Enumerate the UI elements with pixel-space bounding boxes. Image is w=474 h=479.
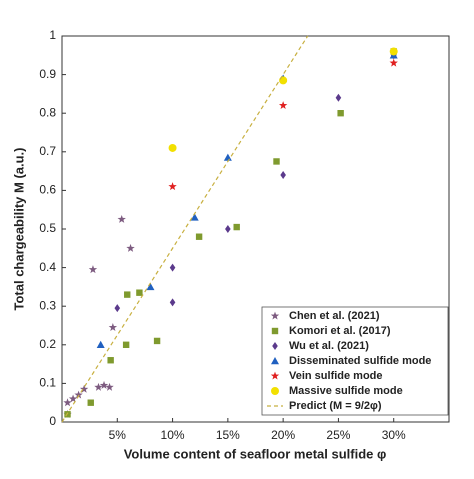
data-point	[136, 289, 143, 296]
legend-marker	[270, 311, 280, 320]
x-tick-label: 30%	[382, 428, 406, 442]
data-point	[117, 214, 126, 223]
data-point	[195, 233, 203, 240]
data-point	[87, 399, 94, 406]
legend-marker	[271, 327, 279, 335]
legend-label: Vein sulfide mode	[289, 370, 383, 382]
data-point	[74, 390, 83, 399]
data-point	[146, 282, 155, 291]
data-point	[169, 298, 176, 307]
data-point	[99, 380, 109, 389]
legend-marker	[270, 371, 280, 380]
data-point	[107, 357, 114, 364]
data-point	[108, 323, 118, 331]
data-point	[114, 304, 121, 313]
data-point	[223, 153, 232, 161]
data-point	[225, 225, 231, 233]
data-point	[96, 340, 105, 348]
y-tick-label: 0.6	[39, 183, 56, 197]
data-point	[124, 291, 131, 298]
predict-line	[61, 35, 309, 423]
y-tick-label: 0.9	[39, 67, 56, 81]
data-point	[337, 110, 344, 117]
legend-box	[261, 306, 449, 416]
legend-label: Komori et al. (2017)	[289, 325, 391, 337]
y-tick-label: 1	[49, 28, 56, 42]
y-tick-label: 0.3	[39, 298, 56, 312]
data-point	[122, 341, 130, 348]
data-point	[280, 170, 286, 179]
data-point	[79, 384, 89, 393]
legend-label: Massive sulfide mode	[289, 385, 403, 397]
legend-label: Disseminated sulfide mode	[289, 355, 431, 367]
data-point	[279, 76, 288, 85]
data-point	[105, 382, 114, 391]
legend-marker	[271, 387, 279, 395]
y-tick-label: 0.5	[39, 221, 56, 235]
data-point	[233, 223, 240, 231]
data-point	[68, 394, 78, 403]
data-point	[190, 213, 199, 221]
y-tick-label: 0.2	[39, 337, 56, 351]
y-tick-label: 0.7	[39, 144, 56, 158]
data-point	[335, 93, 342, 102]
y-tick-label: 0.4	[39, 260, 56, 274]
data-point	[273, 158, 280, 165]
x-tick-label: 5%	[109, 428, 127, 442]
data-point	[168, 182, 177, 191]
legend-marker	[272, 342, 278, 350]
data-point	[168, 143, 177, 152]
data-point	[153, 337, 161, 345]
data-point	[88, 265, 98, 274]
legend-label: Predict (M = 9/2φ)	[289, 400, 382, 412]
y-tick-label: 0.8	[39, 105, 56, 119]
data-point	[389, 47, 398, 56]
x-tick-label: 10%	[161, 428, 185, 442]
data-point	[169, 263, 176, 272]
legend-label: Wu et al. (2021)	[289, 340, 369, 352]
legend-marker	[271, 357, 279, 365]
data-point	[94, 382, 103, 391]
x-tick-label: 25%	[326, 428, 350, 442]
y-tick-label: 0	[49, 414, 56, 428]
x-tick-label: 15%	[216, 428, 240, 442]
data-point	[63, 398, 72, 407]
x-tick-label: 20%	[271, 428, 295, 442]
y-tick-label: 0.1	[39, 376, 56, 390]
data-point	[278, 101, 288, 110]
x-axis-label: Volume content of seafloor metal sulfide…	[124, 446, 387, 461]
data-point	[126, 243, 135, 252]
legend-label: Chen et al. (2021)	[289, 310, 380, 322]
y-axis-label: Total chargeability M (a.u.)	[11, 147, 26, 310]
data-point	[389, 58, 398, 67]
